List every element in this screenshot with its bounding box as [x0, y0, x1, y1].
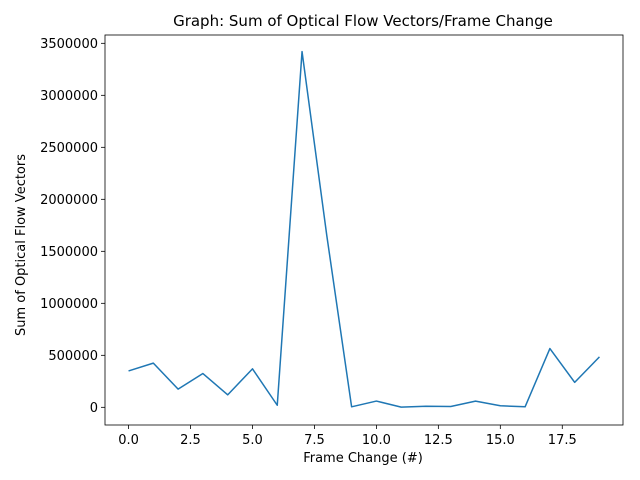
- plot-area: 0.0 2.5 5.0 7.5 10.0 12.5 15.0 17.5 0 500000 10000…: [40, 34, 624, 448]
- x-tick-label: 7.5: [304, 433, 325, 448]
- x-tick-label: 5.0: [242, 433, 263, 448]
- y-tick-label: 500000: [48, 349, 98, 364]
- x-tick-label: 10.0: [362, 433, 391, 448]
- x-axis-label: Frame Change (#): [303, 451, 423, 466]
- y-axis-label: Sum of Optical Flow Vectors: [14, 154, 29, 336]
- axes-frame: [104, 34, 624, 426]
- series-line: [128, 50, 600, 408]
- y-tick-label: 3500000: [40, 37, 98, 52]
- x-tick-label: 17.5: [548, 433, 577, 448]
- x-tick-label: 0.0: [118, 433, 139, 448]
- x-tick-label: 15.0: [486, 433, 515, 448]
- y-tick-label: 2500000: [40, 141, 98, 156]
- y-tick-label: 2000000: [40, 193, 98, 208]
- y-tick-label: 0: [90, 401, 98, 416]
- x-tick-label: 12.5: [424, 433, 453, 448]
- y-tick-label: 1500000: [40, 245, 98, 260]
- x-tick-label: 2.5: [180, 433, 201, 448]
- y-tick-label: 3000000: [40, 89, 98, 104]
- chart-title: Graph: Sum of Optical Flow Vectors/Frame…: [173, 12, 553, 30]
- y-tick-label: 1000000: [40, 297, 98, 312]
